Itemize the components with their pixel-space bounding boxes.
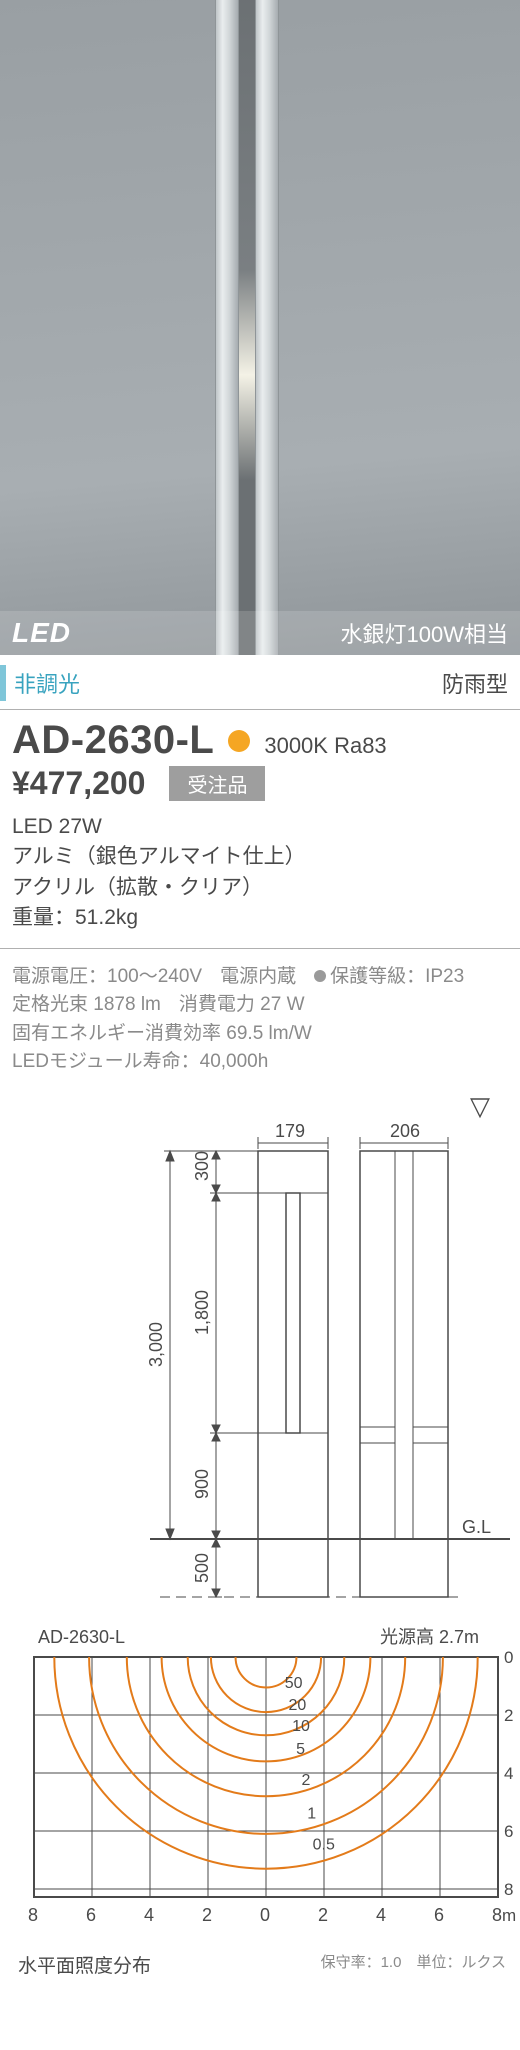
svg-text:20: 20: [288, 1697, 306, 1714]
color-temp-dot: [228, 730, 250, 752]
svg-text:3,000: 3,000: [146, 1322, 166, 1367]
photo-pole-gap: [239, 0, 255, 655]
spec-line: アクリル（拡散・クリア）: [12, 873, 508, 903]
svg-text:8: 8: [504, 1880, 513, 1899]
equivalent-label: 水銀灯100W相当: [341, 617, 508, 649]
svg-text:0: 0: [504, 1648, 513, 1667]
svg-text:0: 0: [260, 1905, 270, 1925]
triangle-icon: ▽: [470, 1091, 490, 1121]
svg-text:6: 6: [504, 1822, 513, 1841]
svg-text:8: 8: [492, 1905, 502, 1925]
svg-text:1: 1: [307, 1805, 316, 1822]
spec-line: アルミ（銀色アルマイト仕上）: [12, 842, 508, 872]
svg-text:0.5: 0.5: [313, 1836, 335, 1853]
svg-text:2: 2: [301, 1772, 310, 1789]
svg-text:1,800: 1,800: [192, 1290, 212, 1335]
ip-rating: 保護等級：IP23: [330, 966, 464, 987]
psu: 電源内蔵: [220, 963, 296, 992]
spec-line: LED 27W: [12, 812, 508, 842]
svg-text:4: 4: [376, 1905, 386, 1925]
svg-text:2: 2: [318, 1905, 328, 1925]
dimming-tag: 非調光: [0, 665, 90, 701]
order-badge: 受注品: [169, 766, 265, 801]
model-code: AD-2630-L: [12, 718, 214, 763]
svg-text:4: 4: [144, 1905, 154, 1925]
svg-text:10: 10: [292, 1718, 310, 1735]
rainproof-tag: 防雨型: [442, 667, 508, 699]
rated-flux: 定格光束 1878 lm: [12, 991, 161, 1020]
svg-text:4: 4: [504, 1764, 513, 1783]
svg-text:G.L: G.L: [462, 1517, 491, 1537]
led-life: LEDモジュール寿命：40,000h: [12, 1048, 508, 1077]
chart-footnote: 保守率：1.0 単位：ルクス: [321, 1951, 506, 1978]
svg-text:179: 179: [275, 1121, 305, 1141]
spec-line: 重量：51.2kg: [12, 903, 508, 933]
svg-text:206: 206: [390, 1121, 420, 1141]
divider: [0, 709, 520, 710]
svg-text:500: 500: [192, 1553, 212, 1583]
tag-row: 非調光 防雨型: [0, 655, 520, 703]
divider: [0, 948, 520, 949]
svg-text:900: 900: [192, 1469, 212, 1499]
illuminance-chart: AD-2630-L光源高 2.7m02468864202468m0.512510…: [0, 1621, 520, 1951]
svg-text:300: 300: [192, 1151, 212, 1181]
svg-text:光源高 2.7m: 光源高 2.7m: [380, 1627, 479, 1647]
photo-pole-right: [255, 0, 279, 655]
efficacy: 固有エネルギー消費効率 69.5 lm/W: [12, 1020, 508, 1049]
price-row: ¥477,200 受注品: [0, 763, 520, 808]
svg-text:8: 8: [28, 1905, 38, 1925]
model-row: AD-2630-L 3000K Ra83: [0, 718, 520, 763]
chart-caption-row: 水平面照度分布 保守率：1.0 単位：ルクス: [0, 1951, 520, 1978]
svg-text:m: m: [502, 1906, 516, 1925]
dimension-drawing: ▽ 179 206: [0, 1087, 520, 1617]
voltage: 電源電圧：100～240V: [12, 963, 202, 992]
svg-text:AD-2630-L: AD-2630-L: [38, 1627, 125, 1647]
svg-text:50: 50: [285, 1675, 303, 1692]
photo-pole-left: [215, 0, 239, 655]
ip-dot-icon: [314, 970, 326, 982]
color-temp-label: 3000K Ra83: [264, 733, 386, 759]
electrical-block: 電源電圧：100～240V 電源内蔵 保護等級：IP23 定格光束 1878 l…: [0, 957, 520, 1087]
photo-footer: LED 水銀灯100W相当: [0, 611, 520, 655]
power-consumption: 消費電力 27 W: [179, 991, 305, 1020]
led-label: LED: [12, 617, 71, 649]
chart-caption: 水平面照度分布: [18, 1951, 151, 1978]
product-photo: LED 水銀灯100W相当: [0, 0, 520, 655]
price: ¥477,200: [12, 765, 145, 802]
svg-text:6: 6: [434, 1905, 444, 1925]
svg-text:2: 2: [504, 1706, 513, 1725]
spec-block: LED 27W アルミ（銀色アルマイト仕上） アクリル（拡散・クリア） 重量：5…: [0, 808, 520, 942]
svg-text:6: 6: [86, 1905, 96, 1925]
svg-text:5: 5: [296, 1741, 305, 1758]
svg-text:2: 2: [202, 1905, 212, 1925]
